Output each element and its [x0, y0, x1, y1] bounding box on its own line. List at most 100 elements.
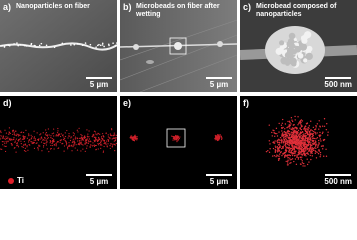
scale-text: 500 nm: [324, 80, 352, 89]
dot: [14, 134, 16, 136]
dot: [308, 142, 310, 145]
eds-map: [0, 96, 117, 189]
dot: [303, 154, 305, 156]
dot: [86, 135, 88, 137]
dot: [84, 142, 86, 144]
dot: [131, 138, 133, 141]
dot: [98, 43, 100, 46]
dot: [218, 135, 220, 137]
dot: [101, 135, 103, 138]
dot: [288, 146, 291, 148]
dot: [308, 149, 311, 151]
dot: [8, 44, 11, 47]
dot: [107, 143, 109, 145]
dot: [100, 142, 102, 144]
dot: [292, 142, 294, 145]
dot: [104, 142, 106, 144]
dot: [82, 137, 84, 139]
dot: [325, 128, 328, 131]
dot: [66, 143, 68, 145]
dot: [57, 133, 60, 135]
dot: [115, 137, 117, 139]
dot: [50, 137, 52, 139]
dot: [31, 136, 33, 138]
dot: [318, 143, 320, 145]
dot: [317, 152, 320, 155]
dot: [312, 134, 314, 137]
dot: [296, 156, 298, 159]
dot: [92, 142, 94, 144]
dot: [1, 44, 3, 47]
dot: [76, 149, 79, 151]
dot: [13, 136, 15, 139]
dot: [216, 134, 218, 137]
dot: [286, 41, 293, 48]
dot: [309, 154, 311, 157]
dot: [290, 158, 292, 161]
dot: [288, 149, 290, 151]
dot: [49, 140, 51, 142]
dot: [290, 128, 292, 131]
dot: [25, 45, 28, 47]
dot: [67, 145, 69, 147]
dot: [287, 156, 289, 159]
dot: [318, 142, 320, 144]
dot: [37, 149, 39, 151]
dot: [310, 139, 312, 141]
dot: [283, 156, 286, 158]
panel-label: f): [243, 98, 249, 108]
dot: [286, 141, 289, 143]
dot: [314, 131, 316, 134]
dot: [28, 141, 30, 143]
dot: [276, 150, 279, 152]
dot: [80, 143, 82, 145]
dot: [55, 143, 57, 145]
dot: [12, 138, 14, 141]
dot: [93, 144, 96, 146]
dot: [61, 143, 63, 145]
dot: [136, 139, 138, 141]
dot: [82, 144, 84, 146]
dot: [115, 142, 117, 145]
dot: [301, 153, 303, 155]
dot: [303, 133, 305, 135]
dot: [278, 155, 280, 157]
dot: [43, 142, 45, 144]
dot: [135, 136, 137, 138]
dot: [310, 158, 312, 161]
dot: [323, 125, 326, 127]
dot: [304, 133, 307, 135]
dot: [287, 136, 289, 138]
dot: [45, 142, 47, 144]
dot: [31, 141, 33, 143]
dot: [72, 138, 74, 140]
dot: [314, 147, 316, 149]
dot: [297, 158, 300, 160]
dot: [90, 144, 92, 146]
dot: [94, 141, 96, 143]
dot: [10, 143, 12, 145]
dot: [318, 150, 320, 152]
dot: [16, 42, 18, 44]
dot: [87, 133, 89, 135]
dot: [50, 144, 52, 147]
dot: [30, 42, 33, 45]
dot: [303, 141, 305, 144]
dot: [292, 134, 294, 137]
dot: [174, 138, 176, 140]
dot: [268, 140, 271, 142]
dot: [46, 140, 48, 143]
dot: [297, 129, 300, 132]
dot: [302, 139, 305, 141]
dot: [37, 147, 39, 149]
dot: [287, 120, 289, 123]
dot: [87, 142, 89, 144]
dot: [72, 140, 74, 142]
dot: [53, 135, 55, 137]
dot: [308, 161, 310, 163]
dot: [92, 133, 94, 136]
dot: [77, 140, 79, 142]
dot: [296, 154, 298, 156]
dot: [98, 142, 101, 145]
dot: [319, 155, 321, 158]
